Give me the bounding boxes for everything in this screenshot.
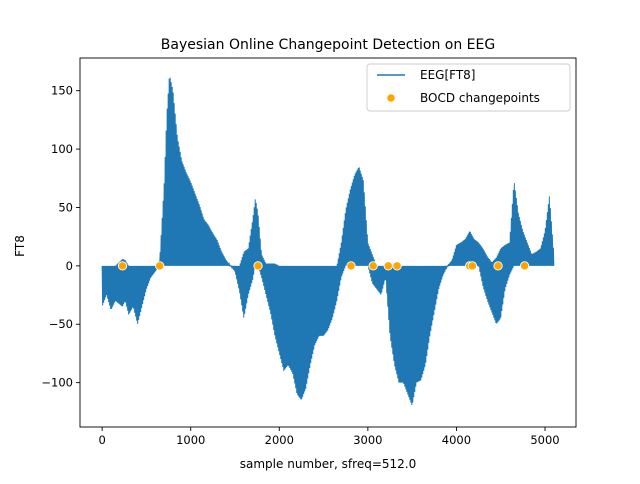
changepoint-marker xyxy=(392,261,402,271)
legend: EEG[FT8] BOCD changepoints xyxy=(366,63,571,112)
legend-label-changepoints: BOCD changepoints xyxy=(420,91,540,105)
legend-marker-swatch xyxy=(386,93,396,103)
changepoint-marker xyxy=(346,261,356,271)
y-tick-label: −100 xyxy=(41,376,73,390)
y-tick-label: 50 xyxy=(58,200,73,214)
changepoint-marker xyxy=(155,261,165,271)
plot-content xyxy=(101,77,555,406)
x-tick-label: 0 xyxy=(98,433,105,447)
x-tick-label: 5000 xyxy=(530,433,559,447)
x-tick-label: 2000 xyxy=(265,433,294,447)
changepoint-marker xyxy=(383,261,393,271)
chart-title: Bayesian Online Changepoint Detection on… xyxy=(161,37,495,53)
changepoint-marker xyxy=(117,261,128,271)
changepoint-marker xyxy=(519,261,530,271)
x-tick-label: 1000 xyxy=(176,433,205,447)
x-tick-label: 3000 xyxy=(353,433,382,447)
axes-frame xyxy=(79,57,577,428)
y-tick-label: −50 xyxy=(49,317,73,331)
changepoint-marker xyxy=(493,261,503,271)
x-tick-label: 4000 xyxy=(442,433,471,447)
changepoint-marker xyxy=(368,261,378,271)
x-axis-label: sample number, sfreq=512.0 xyxy=(240,457,416,471)
y-tick-label: 0 xyxy=(66,259,73,273)
y-tick-label: 100 xyxy=(51,142,73,156)
axes: 0 1000 2000 3000 4000 5000 −100 −50 0 50 100 150 xyxy=(41,57,577,447)
plot-area xyxy=(101,77,555,406)
changepoint-marker xyxy=(253,261,263,271)
legend-label-eeg: EEG[FT8] xyxy=(420,68,475,82)
y-axis-label: FT8 xyxy=(13,235,27,257)
eeg-signal-line xyxy=(101,77,555,406)
legend-box xyxy=(366,63,571,112)
changepoint-marker xyxy=(467,261,478,271)
y-tick-label: 150 xyxy=(51,84,73,98)
